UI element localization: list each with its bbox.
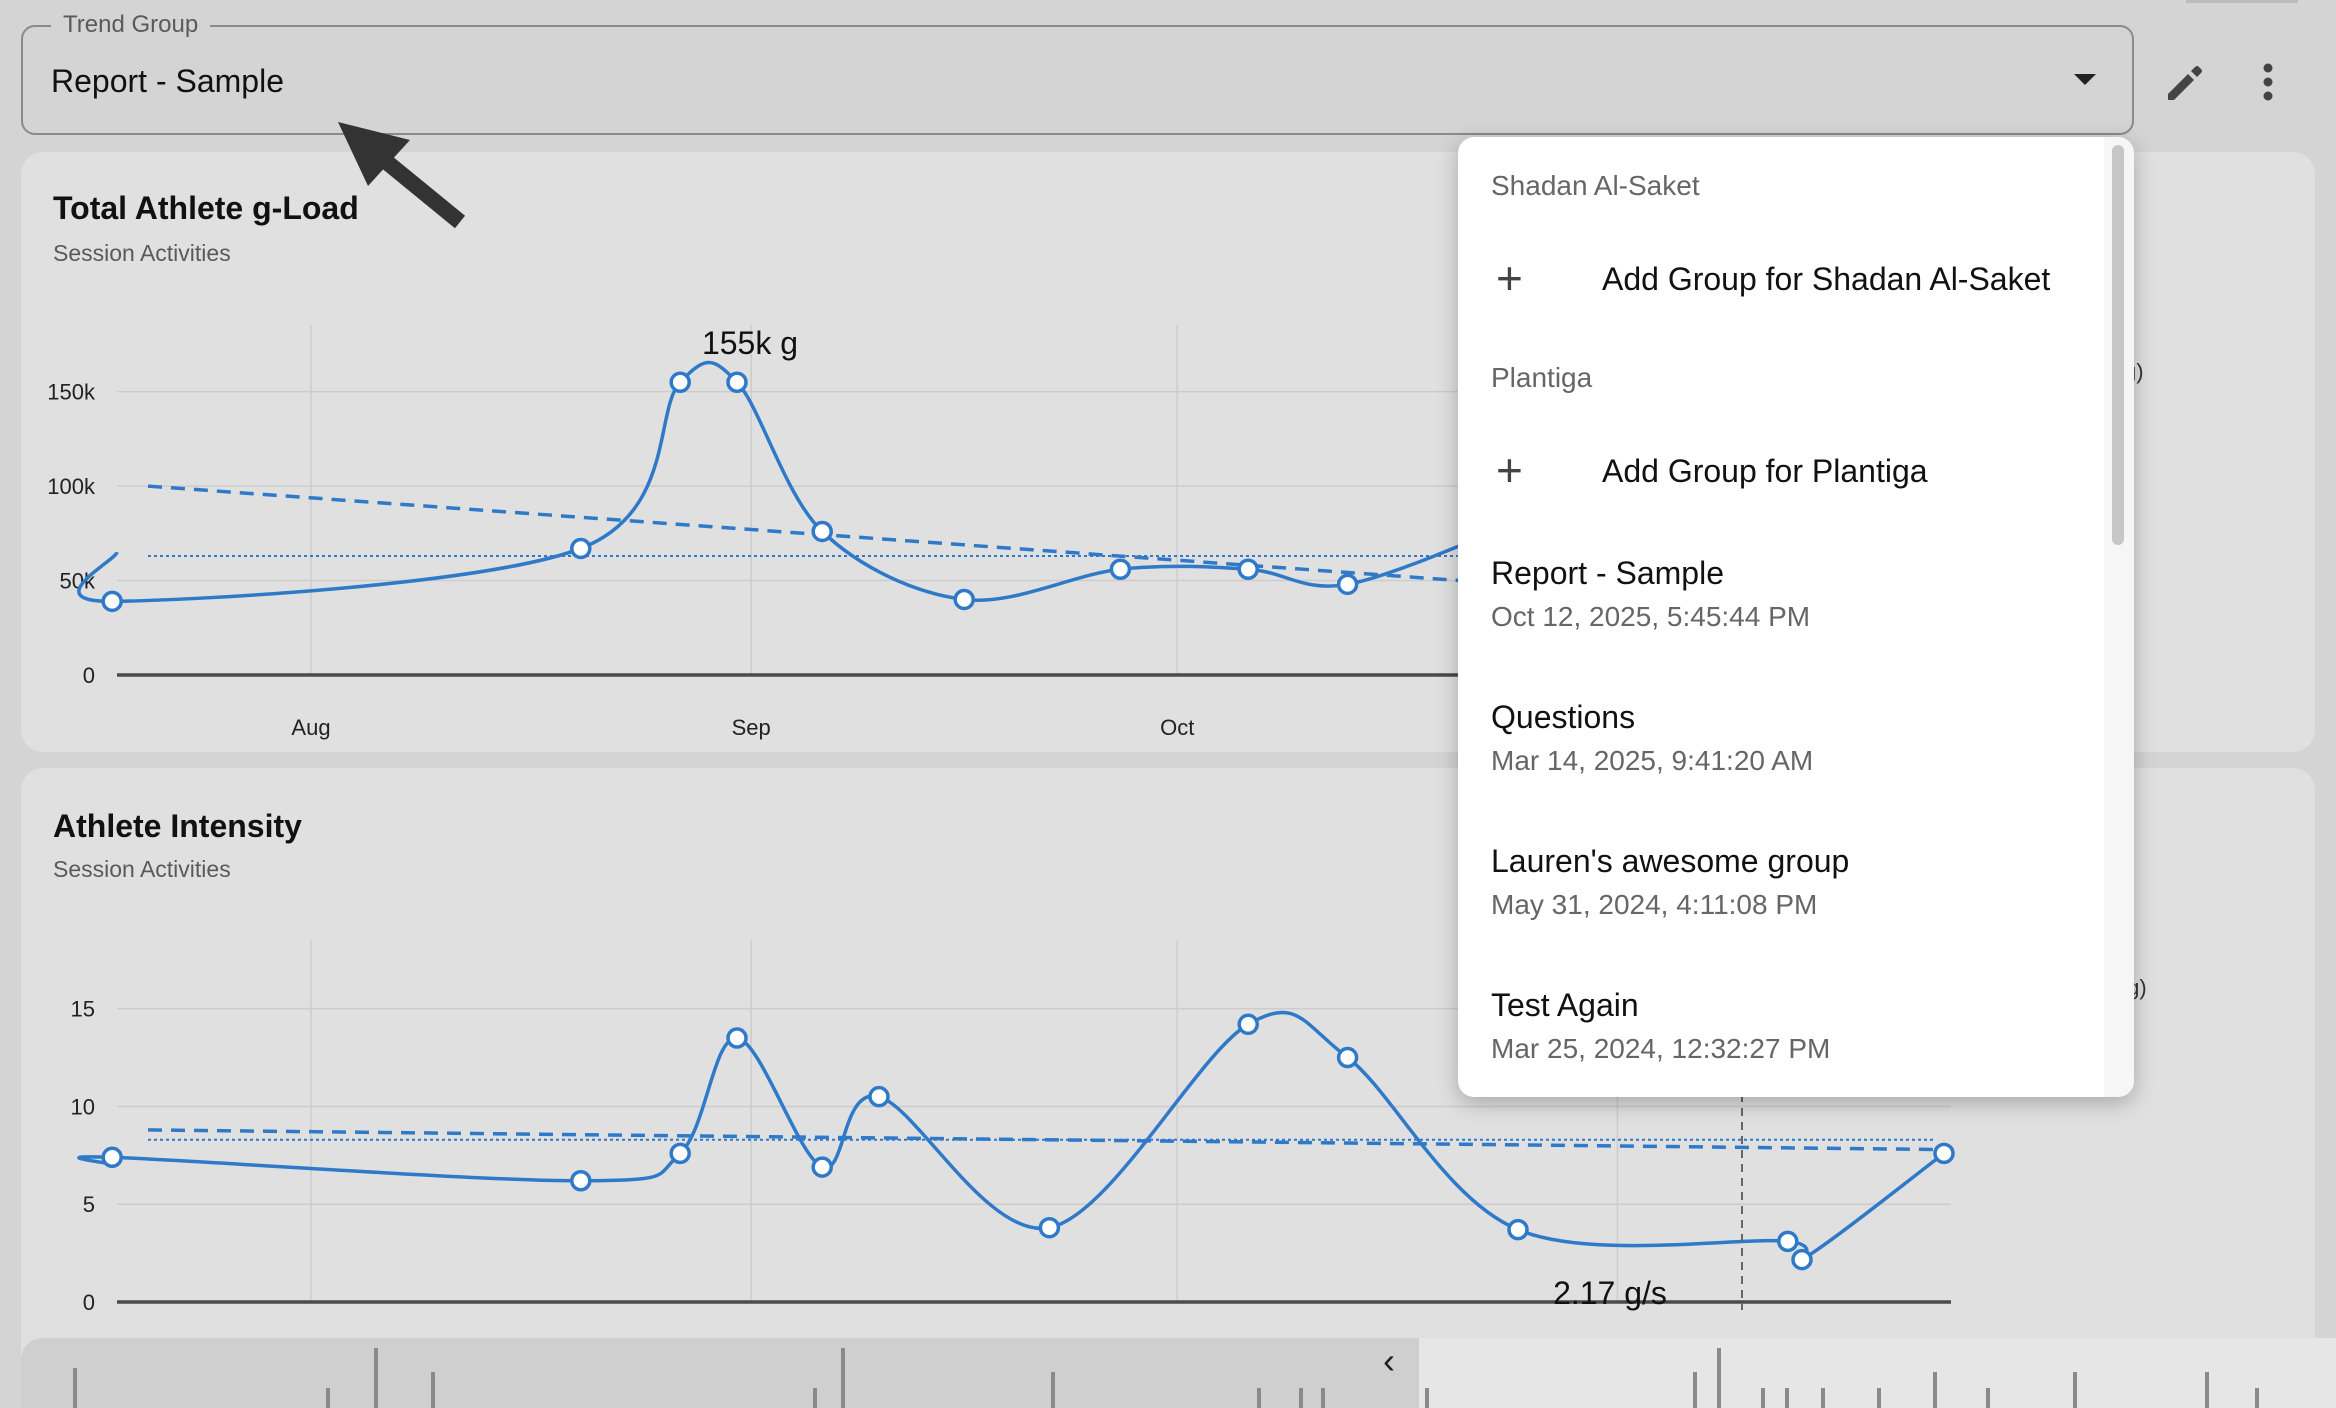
dropdown-arrow-icon[interactable] — [2074, 74, 2096, 85]
data-point — [868, 1085, 890, 1108]
timeline-tick — [1425, 1388, 1429, 1408]
timeline-tick — [374, 1348, 378, 1408]
timeline-tick — [1986, 1388, 1990, 1408]
y-tick-label: 150k — [47, 380, 96, 405]
series-line — [77, 360, 1519, 604]
data-annotation: 2.17 g/s — [1553, 1275, 1667, 1311]
menu-item-test-again[interactable]: Test Again Mar 25, 2024, 12:32:27 PM — [1458, 987, 2108, 1097]
card-title: Athlete Intensity — [53, 808, 302, 844]
data-point — [1933, 1142, 1955, 1165]
trend-group-select[interactable]: Trend Group Report - Sample — [21, 11, 2134, 135]
timeline-strip[interactable]: ‹ — [21, 1338, 2336, 1408]
data-point — [726, 371, 748, 393]
data-point — [1777, 1230, 1799, 1253]
timeline-tick — [326, 1388, 330, 1408]
trend-group-value: Report - Sample — [51, 63, 284, 99]
data-point — [1038, 1216, 1061, 1239]
menu-item-laurens-awesome-group[interactable]: Lauren's awesome group May 31, 2024, 4:1… — [1458, 843, 2108, 953]
timeline-tick — [1693, 1372, 1697, 1408]
timeline-tick — [1933, 1372, 1937, 1408]
add-group-label: Add Group for Shadan Al-Saket — [1602, 261, 2051, 297]
timeline-tick — [73, 1368, 77, 1408]
plus-icon: + — [1496, 444, 1523, 496]
data-point — [1237, 558, 1259, 580]
timeline-tick — [431, 1372, 435, 1408]
menu-item-questions[interactable]: Questions Mar 14, 2025, 9:41:20 AM — [1458, 699, 2108, 809]
timeline-tick — [841, 1348, 845, 1408]
menu-item-date: Oct 12, 2025, 5:45:44 PM — [1491, 601, 1811, 632]
data-point — [726, 1027, 748, 1049]
menu-scrollbar-track[interactable] — [2104, 137, 2134, 1097]
y-tick-label: 10 — [71, 1094, 95, 1119]
x-tick-label: Aug — [291, 715, 330, 740]
data-point — [101, 590, 123, 613]
y-tick-label: 0 — [83, 663, 95, 688]
data-point — [669, 1142, 691, 1165]
timeline-left-pane — [21, 1338, 1419, 1408]
data-point — [1336, 573, 1359, 596]
data-point — [669, 371, 691, 393]
y-tick-label: 100k — [47, 474, 96, 499]
more-options-button[interactable] — [2236, 50, 2300, 114]
menu-item-name: Test Again — [1491, 987, 1639, 1023]
menu-item-name: Questions — [1491, 699, 1636, 735]
timeline-tick — [1257, 1388, 1261, 1408]
more-vert-icon — [2263, 63, 2273, 101]
trend-group-menu: Shadan Al-Saket + Add Group for Shadan A… — [1458, 137, 2134, 1097]
timeline-tick — [2073, 1372, 2077, 1408]
timeline-tick — [813, 1388, 817, 1408]
add-group-label: Add Group for Plantiga — [1602, 453, 1928, 489]
pencil-icon — [2168, 66, 2202, 100]
timeline-tick — [2255, 1388, 2259, 1408]
data-point — [1237, 1013, 1259, 1036]
top-edge-tab — [2186, 0, 2298, 3]
data-annotation: 155k g — [702, 325, 798, 361]
data-point — [811, 1156, 833, 1178]
card-subtitle: Session Activities — [53, 240, 231, 266]
data-point — [1791, 1248, 1813, 1271]
data-point — [101, 1146, 123, 1169]
trend-line — [147, 484, 1461, 583]
card-subtitle: Session Activities — [53, 856, 231, 882]
y-tick-label: 15 — [71, 997, 95, 1022]
add-group-shadan-button[interactable]: + Add Group for Shadan Al-Saket — [1458, 247, 2108, 317]
timeline-tick — [1761, 1388, 1765, 1408]
menu-item-date: Mar 25, 2024, 12:32:27 PM — [1491, 1033, 1831, 1064]
chevron-left-icon[interactable]: ‹ — [1383, 1340, 1395, 1381]
menu-item-name: Report - Sample — [1491, 555, 1724, 591]
add-group-plantiga-button[interactable]: + Add Group for Plantiga — [1458, 439, 2108, 509]
menu-item-name: Lauren's awesome group — [1491, 843, 1850, 879]
timeline-tick — [1821, 1388, 1825, 1408]
data-point — [570, 537, 592, 560]
card-title: Total Athlete g-Load — [53, 190, 359, 226]
data-point — [1109, 558, 1132, 580]
timeline-tick — [1877, 1388, 1881, 1408]
trend-group-label: Trend Group — [51, 11, 211, 39]
menu-item-date: Mar 14, 2025, 9:41:20 AM — [1491, 745, 1814, 776]
series-line — [77, 1010, 1946, 1266]
timeline-tick — [1299, 1388, 1303, 1408]
timeline-tick — [2205, 1372, 2209, 1408]
plus-icon: + — [1496, 252, 1523, 304]
data-point — [811, 520, 833, 543]
y-tick-label: 5 — [83, 1192, 95, 1217]
menu-scrollbar-thumb[interactable] — [2112, 145, 2124, 545]
y-tick-label: 0 — [83, 1290, 95, 1315]
data-point — [1336, 1046, 1359, 1069]
data-point — [1507, 1218, 1529, 1241]
data-point — [570, 1170, 592, 1192]
timeline-tick — [1785, 1388, 1789, 1408]
timeline-tick — [1321, 1388, 1325, 1408]
menu-section-header: Shadan Al-Saket — [1491, 170, 1700, 201]
menu-item-date: May 31, 2024, 4:11:08 PM — [1491, 889, 1818, 920]
edit-button[interactable] — [2152, 50, 2216, 114]
timeline-tick — [1051, 1372, 1055, 1408]
x-tick-label: Oct — [1160, 715, 1194, 740]
x-tick-label: Sep — [732, 715, 771, 740]
data-point — [953, 588, 975, 611]
menu-item-report-sample[interactable]: Report - Sample Oct 12, 2025, 5:45:44 PM — [1458, 555, 2108, 665]
menu-section-header: Plantiga — [1491, 362, 1593, 393]
timeline-tick — [1717, 1348, 1721, 1408]
